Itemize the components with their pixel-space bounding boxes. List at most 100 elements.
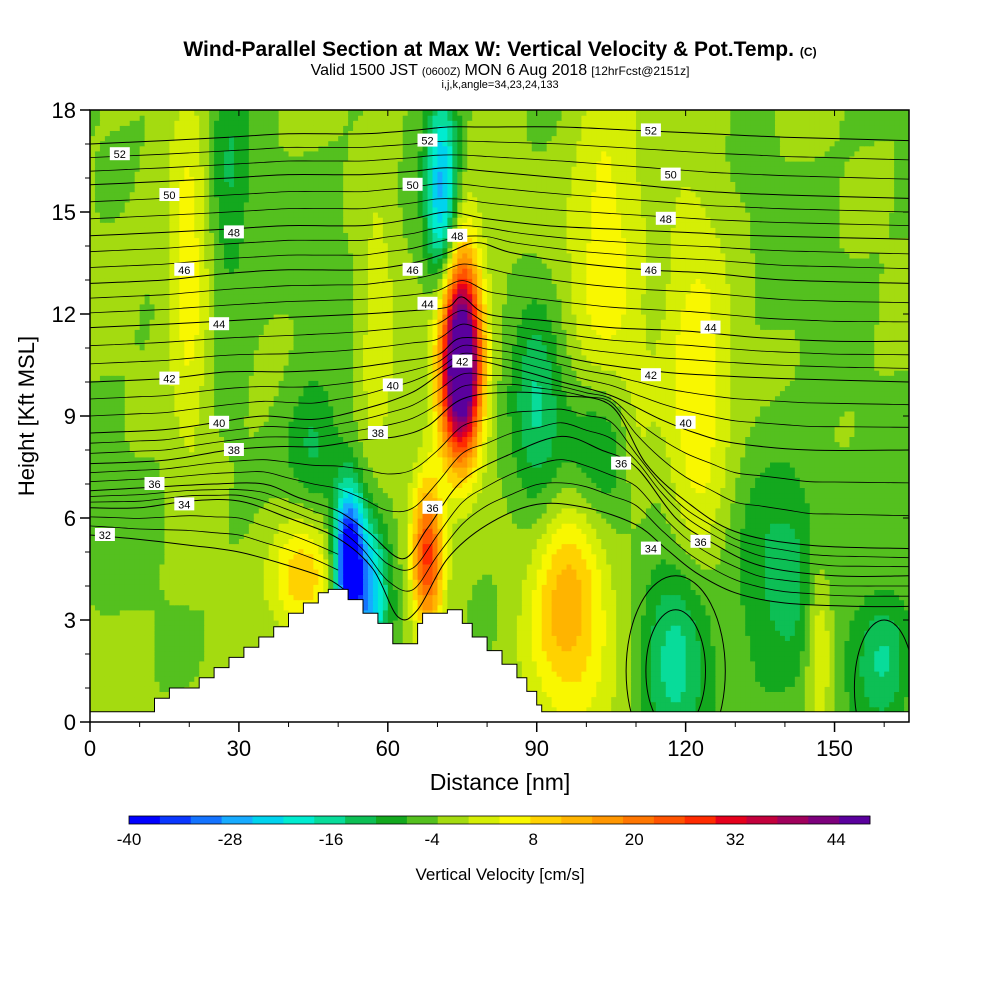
heatmap-cell [432,599,439,606]
heatmap-cell [621,665,627,672]
heatmap-cell [298,569,305,575]
heatmap-cell [243,599,250,606]
heatmap-cell [675,691,682,698]
heatmap-cell [586,589,592,596]
heatmap-cell [695,645,702,652]
heatmap-cell [735,589,741,596]
heatmap-cell [169,650,175,657]
heatmap-cell [94,579,101,585]
heatmap-cell [179,563,185,570]
heatmap-cell [268,594,275,601]
heatmap-cell [209,625,215,631]
heatmap-cell [730,599,736,606]
heatmap-cell [874,640,880,647]
heatmap-cell [353,569,359,575]
heatmap-cell [685,671,692,677]
heatmap-cell [273,569,280,575]
heatmap-cell [829,655,836,662]
heatmap-cell [869,569,875,575]
heatmap-cell [462,584,468,590]
heatmap-cell [541,645,548,652]
heatmap-cell [720,650,726,657]
heatmap-cell [516,645,523,652]
heatmap-cell [482,584,488,590]
heatmap-cell [348,574,354,580]
heatmap-cell [650,589,657,596]
heatmap-cell [670,671,677,677]
heatmap-cell [129,609,136,616]
heatmap-cell [596,609,602,616]
heatmap-cell [367,579,374,585]
heatmap-cell [243,625,250,631]
heatmap-cell [894,681,900,687]
heatmap-cell [571,589,578,596]
heatmap-cell [576,645,582,652]
heatmap-cell [571,696,578,703]
heatmap-cell [715,686,721,692]
heatmap-cell [516,594,523,601]
heatmap-cell [874,584,880,590]
heatmap-cell [243,630,250,636]
heatmap-cell [174,620,180,626]
heatmap-cell [611,589,617,596]
heatmap-cell [745,594,751,601]
heatmap-cell [814,635,821,641]
heatmap-cell [124,584,131,590]
heatmap-cell [258,569,265,575]
heatmap-cell [134,584,141,590]
heatmap-cell [829,640,836,647]
heatmap-cell [159,655,166,662]
heatmap-cell [874,691,880,698]
heatmap-cell [899,599,905,606]
heatmap-cell [224,563,230,570]
heatmap-cell [263,625,270,631]
heatmap-cell [690,671,697,677]
heatmap-cell [695,676,702,682]
heatmap-cell [844,696,851,703]
heatmap-cell [814,671,821,677]
heatmap-cell [516,625,523,631]
heatmap-cell [412,614,419,621]
heatmap-cell [238,584,245,590]
heatmap-cell [844,671,851,677]
heatmap-cell [189,614,195,621]
heatmap-cell [482,630,488,636]
heatmap-cell [740,635,746,641]
heatmap-cell [685,599,692,606]
heatmap-cell [134,660,141,667]
heatmap-cell [710,671,717,677]
heatmap-cell [601,696,607,703]
heatmap-cell [725,604,731,611]
heatmap-cell [784,645,791,652]
heatmap-cell [164,686,171,692]
heatmap-cell [849,640,855,647]
heatmap-cell [407,635,414,641]
heatmap-cell [829,630,836,636]
heatmap-cell [144,599,151,606]
heatmap-cell [690,569,697,575]
heatmap-cell [765,579,771,585]
heatmap-cell [770,676,776,682]
heatmap-cell [650,706,657,713]
heatmap-cell [859,625,865,631]
heatmap-cell [199,650,205,657]
heatmap-cell [233,563,240,570]
heatmap-cell [814,579,821,585]
heatmap-cell [114,655,121,662]
heatmap-cell [169,630,175,636]
heatmap-cell [566,579,573,585]
heatmap-cell [894,609,900,616]
heatmap-cell [675,681,682,687]
heatmap-cell [899,625,905,631]
heatmap-cell [179,594,185,601]
heatmap-cell [591,671,597,677]
heatmap-cell [581,574,587,580]
heatmap-cell [824,609,831,616]
heatmap-cell [387,620,394,626]
heatmap-cell [283,594,290,601]
heatmap-cell [730,650,736,657]
heatmap-cell [770,584,776,590]
heatmap-cell [139,686,146,692]
heatmap-cell [134,671,141,677]
heatmap-cell [670,569,677,575]
